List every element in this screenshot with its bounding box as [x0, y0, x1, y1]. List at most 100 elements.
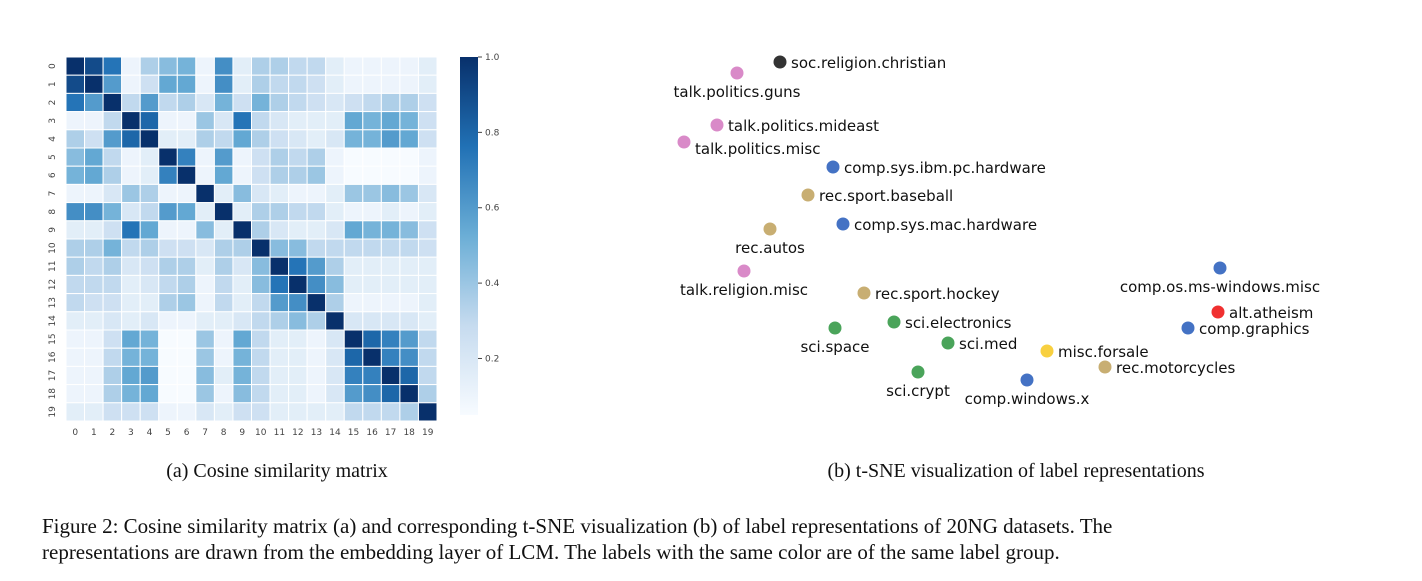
heatmap-cell: [380, 274, 401, 295]
heatmap-cell: [343, 347, 364, 367]
heatmap-cell: [362, 183, 382, 204]
heatmap-cell: [251, 256, 271, 276]
heatmap-cell: [139, 202, 160, 222]
heatmap-cell: [380, 111, 401, 131]
colorbar-tick-label: 0.6: [485, 204, 500, 214]
heatmap-cell: [362, 111, 382, 131]
y-tick-label: 19: [48, 406, 58, 418]
heatmap-cell: [232, 147, 252, 167]
heatmap-cell: [102, 256, 123, 276]
heatmap-cell: [251, 402, 271, 422]
heatmap-cell: [343, 111, 364, 131]
heatmap-cell: [176, 147, 197, 167]
y-tick-label: 9: [48, 227, 58, 233]
heatmap-cell: [417, 402, 438, 422]
heatmap-cell: [102, 147, 123, 167]
heatmap-cell: [343, 384, 364, 404]
heatmap-cell: [417, 92, 438, 113]
heatmap-cell: [269, 402, 290, 422]
heatmap-cell: [213, 329, 234, 349]
heatmap-cell: [65, 365, 86, 386]
heatmap-cell: [121, 165, 141, 185]
heatmap-cell: [84, 347, 104, 367]
point: [828, 321, 842, 335]
heatmap-cell: [195, 183, 215, 204]
heatmap-cell: [102, 274, 123, 295]
heatmap-cell: [158, 56, 178, 76]
heatmap-cell: [232, 365, 252, 386]
heatmap-cell: [65, 293, 86, 313]
heatmap-cell: [343, 129, 364, 149]
y-tick-label: 13: [48, 297, 58, 308]
heatmap-cell: [380, 183, 401, 204]
heatmap-cell: [65, 311, 86, 331]
heatmap-cell: [362, 220, 382, 240]
x-tick-label: 17: [385, 428, 396, 438]
point: [773, 55, 787, 69]
heatmap-cell: [269, 329, 290, 349]
y-tick-label: 1: [48, 81, 58, 87]
heatmap-cell: [251, 311, 271, 331]
heatmap-cell: [251, 92, 271, 113]
point: [730, 66, 744, 80]
y-tick-label: 8: [48, 209, 58, 215]
heatmap-cell: [158, 329, 178, 349]
heatmap-cell: [121, 329, 141, 349]
heatmap-cell: [232, 256, 252, 276]
heatmap-cell: [195, 238, 215, 258]
heatmap-cell: [343, 165, 364, 185]
heatmap-cell: [306, 365, 327, 386]
point: [1020, 373, 1034, 387]
point-label: rec.motorcycles: [1116, 359, 1236, 377]
heatmap-cell: [417, 147, 438, 167]
heatmap-cell: [306, 402, 327, 422]
heatmap-cell: [121, 202, 141, 222]
heatmap-cell: [325, 92, 345, 113]
heatmap-cell: [65, 256, 86, 276]
heatmap-cell: [195, 202, 215, 222]
heatmap-cell: [362, 274, 382, 295]
heatmap-cell: [213, 56, 234, 76]
heatmap-cell: [102, 365, 123, 386]
heatmap-cell: [139, 384, 160, 404]
heatmap-cell: [139, 56, 160, 76]
heatmap-cell: [195, 56, 215, 76]
heatmap-cell: [195, 347, 215, 367]
heatmap-cell: [288, 165, 308, 185]
heatmap-cell: [102, 165, 123, 185]
point-label: comp.sys.mac.hardware: [854, 216, 1037, 234]
heatmap-cell: [380, 384, 401, 404]
heatmap-cell: [380, 220, 401, 240]
heatmap-cell: [399, 202, 419, 222]
heatmap-cell: [325, 111, 345, 131]
heatmap-cell: [176, 92, 197, 113]
heatmap-cell: [343, 238, 364, 258]
heatmap-cell: [251, 56, 271, 76]
heatmap-cell: [251, 347, 271, 367]
heatmap-cell: [213, 202, 234, 222]
heatmap-cell: [251, 365, 271, 386]
heatmap-cell: [288, 220, 308, 240]
heatmap-cell: [251, 74, 271, 94]
point-label: rec.sport.hockey: [875, 285, 1000, 303]
heatmap-cell: [102, 56, 123, 76]
heatmap-cell: [84, 183, 104, 204]
heatmap-cell: [195, 256, 215, 276]
heatmap-cell: [288, 365, 308, 386]
point: [801, 188, 815, 202]
heatmap-cell: [417, 183, 438, 204]
heatmap-cell: [325, 347, 345, 367]
heatmap-cell: [121, 402, 141, 422]
point-label: misc.forsale: [1058, 343, 1149, 361]
point-label: sci.electronics: [905, 314, 1012, 332]
heatmap-cell: [251, 183, 271, 204]
heatmap-cell: [399, 365, 419, 386]
y-tick-label: 17: [48, 370, 58, 381]
y-tick-label: 10: [48, 242, 58, 254]
x-tick-label: 7: [202, 428, 208, 438]
heatmap-cell: [399, 220, 419, 240]
heatmap-cell: [195, 402, 215, 422]
heatmap-cell: [139, 183, 160, 204]
heatmap-cell: [102, 293, 123, 313]
heatmap-cell: [325, 74, 345, 94]
